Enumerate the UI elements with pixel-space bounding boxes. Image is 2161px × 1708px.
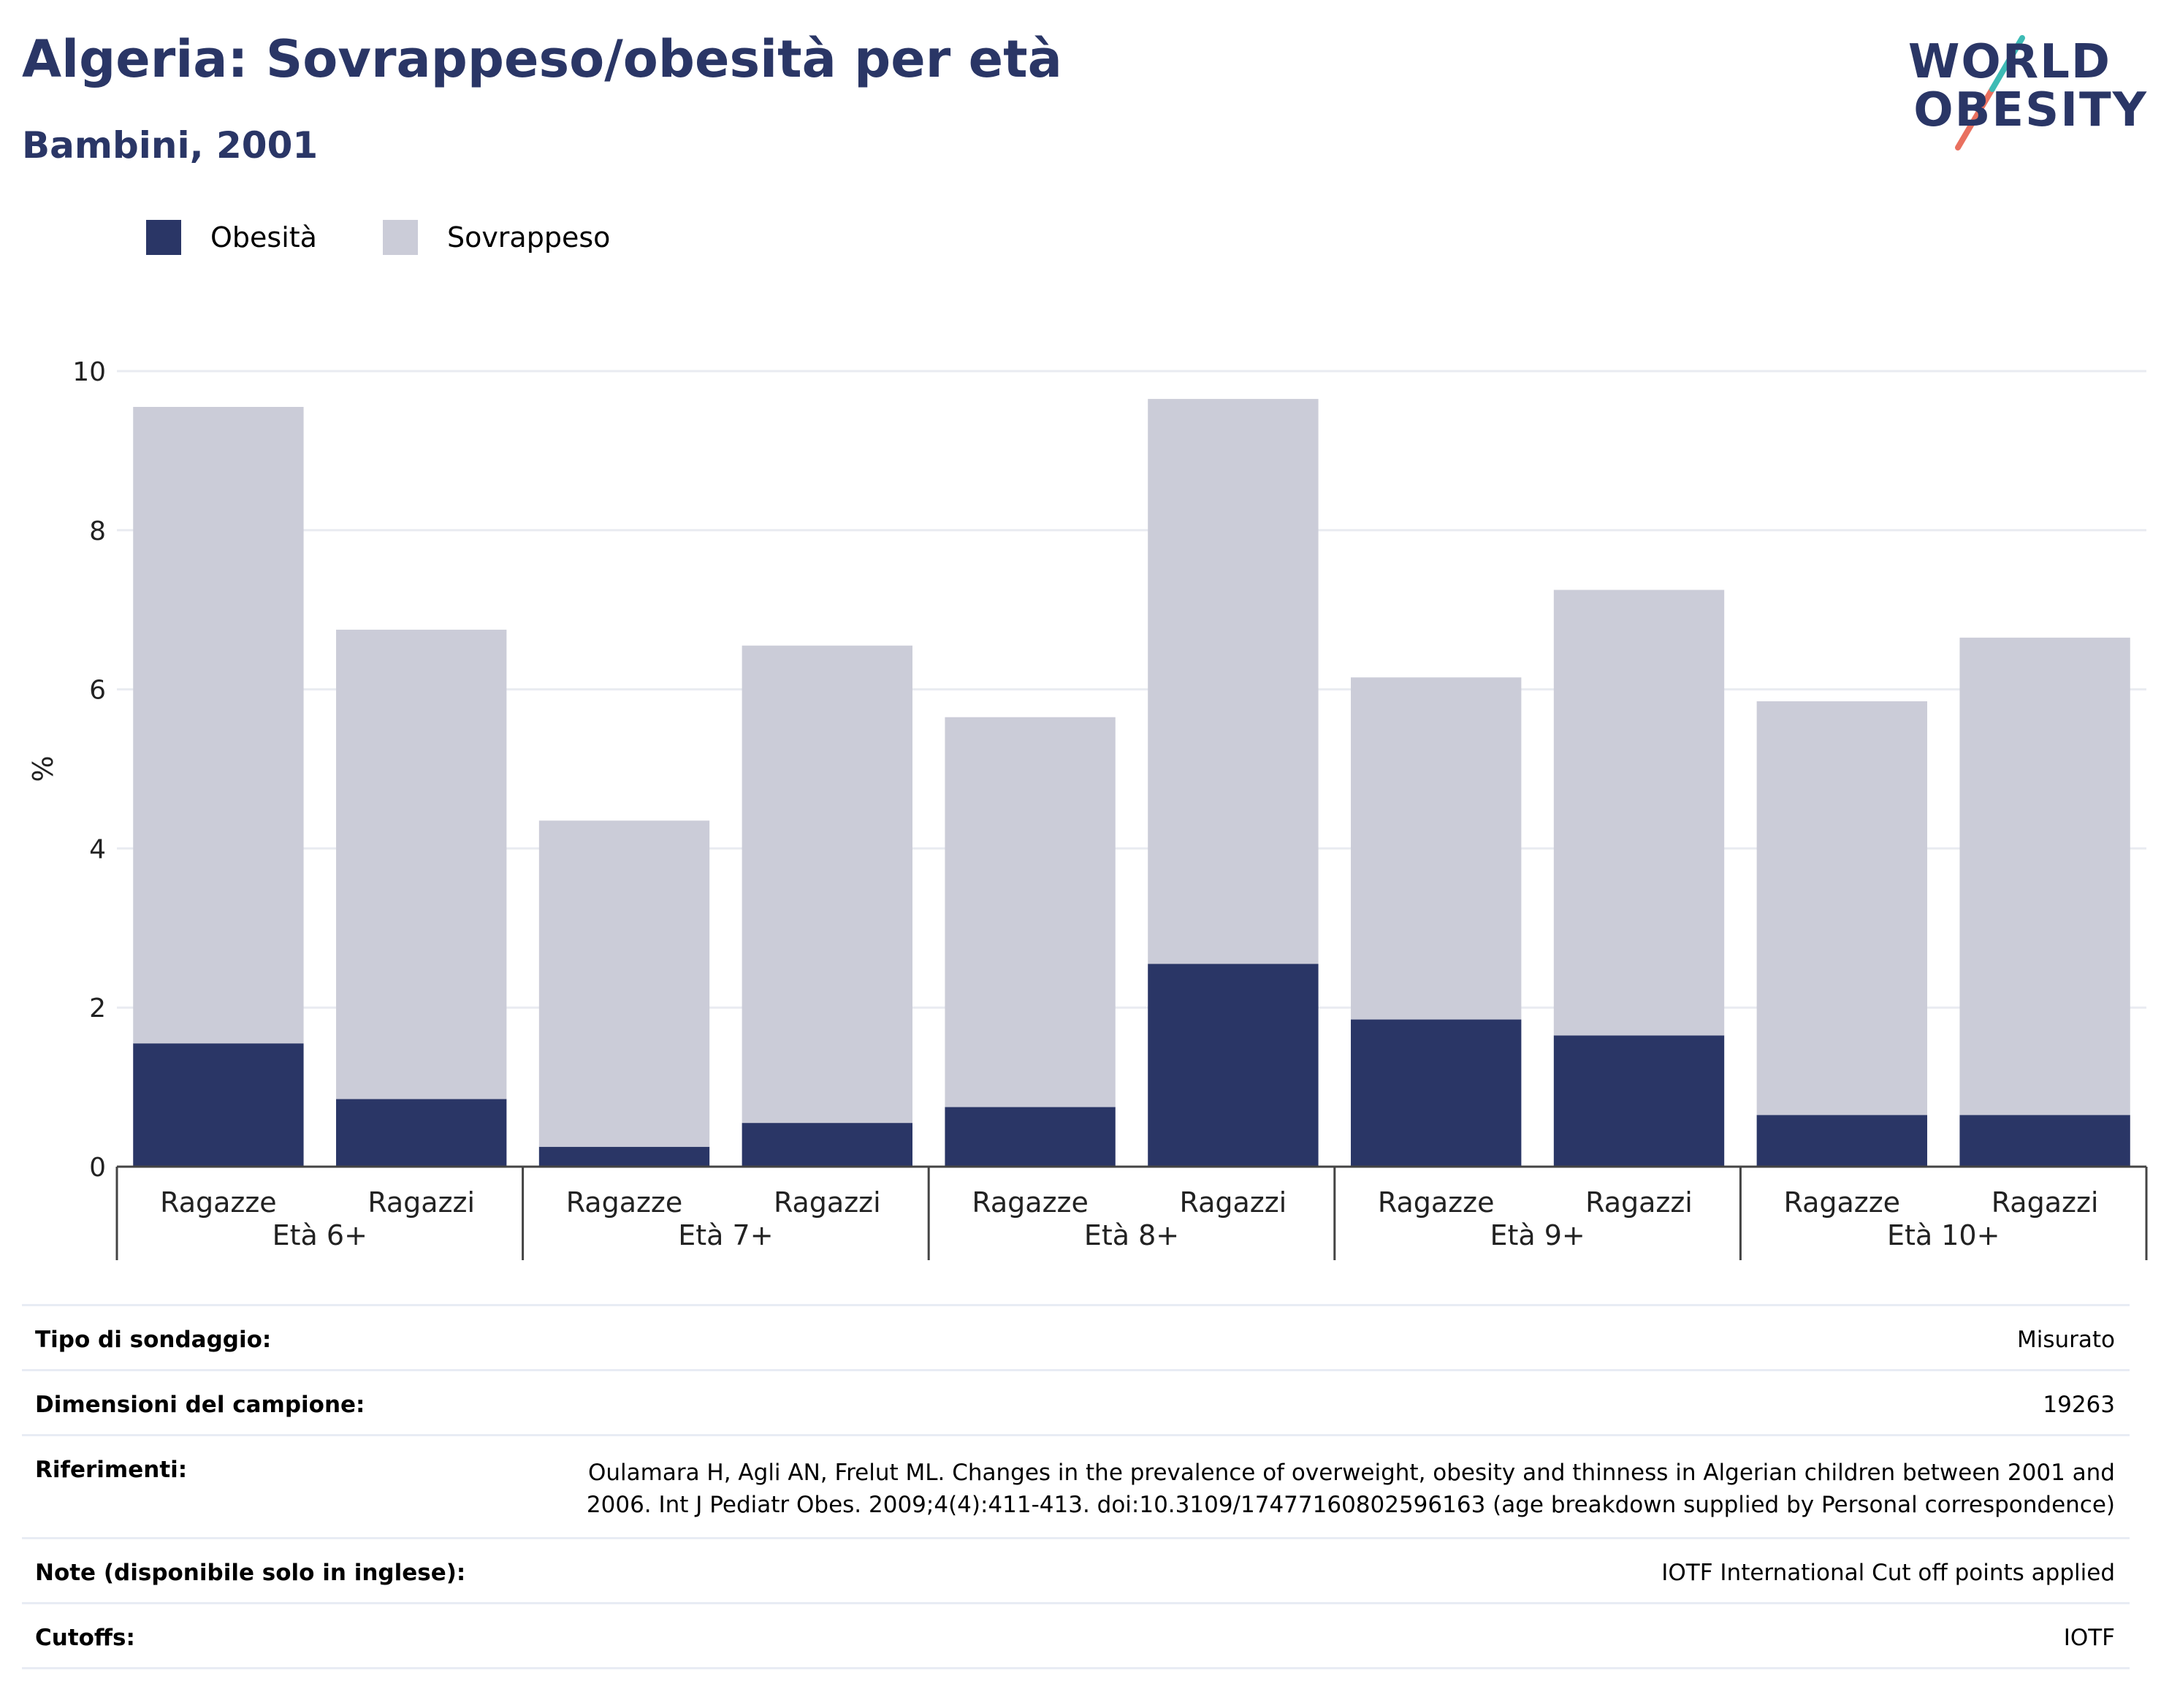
details-label: Dimensioni del campione:	[35, 1392, 365, 1418]
logo-word-obesity: OBESITY	[1913, 83, 2148, 137]
bar-overweight	[742, 645, 912, 1124]
details-label: Cutoffs:	[35, 1625, 135, 1651]
y-tick-label: 8	[89, 516, 106, 546]
legend-label-overweight: Sovrappeso	[446, 221, 611, 253]
chart-title: Algeria: Sovrappeso/obesità per età	[22, 29, 1062, 89]
details-row-survey-type: Tipo di sondaggio: Misurato	[22, 1304, 2130, 1369]
details-label: Riferimenti:	[35, 1457, 188, 1483]
logo-word-world: WORLD	[1907, 35, 2111, 89]
group-label: Età 7+	[678, 1219, 773, 1251]
y-tick-label: 6	[89, 676, 106, 706]
bar-overweight	[1351, 677, 1522, 1020]
group-label: Età 10+	[1887, 1219, 2000, 1251]
details-value: Misurato	[2016, 1327, 2115, 1353]
y-tick-label: 10	[72, 357, 106, 387]
bar-obesity	[538, 1146, 710, 1167]
details-row-references: Riferimenti: Oulamara H, Agli AN, Frelut…	[22, 1434, 2130, 1537]
bar-overweight	[1553, 590, 1725, 1036]
survey-details-table: Tipo di sondaggio: Misurato Dimensioni d…	[22, 1304, 2130, 1669]
group-label: Età 8+	[1084, 1219, 1179, 1251]
bar-obesity	[1959, 1115, 2130, 1167]
bar-overweight	[1148, 399, 1319, 964]
x-tick-label: Ragazzi	[1180, 1186, 1287, 1219]
bar-overweight	[538, 820, 710, 1147]
x-tick-label: Ragazze	[972, 1186, 1089, 1219]
x-tick-label: Ragazze	[566, 1186, 683, 1219]
x-tick-label: Ragazze	[1784, 1186, 1901, 1219]
bar-overweight	[1756, 701, 1927, 1116]
details-row-notes: Note (disponibile solo in inglese): IOTF…	[22, 1537, 2130, 1602]
legend-label-obesity: Obesità	[210, 221, 317, 253]
bar-obesity	[336, 1099, 507, 1167]
legend-item-obesity[interactable]: Obesità	[146, 220, 317, 255]
details-row-cutoffs: Cutoffs: IOTF	[22, 1602, 2130, 1669]
x-tick-label: Ragazzi	[1585, 1186, 1693, 1219]
details-value: 19263	[2043, 1392, 2115, 1418]
bar-obesity	[1756, 1115, 1927, 1167]
details-label: Tipo di sondaggio:	[35, 1327, 272, 1353]
chart-legend: Obesità Sovrappeso	[146, 219, 676, 256]
details-value: IOTF International Cut off points applie…	[1661, 1560, 2115, 1586]
legend-swatch-obesity	[146, 220, 181, 255]
logo-slash-icon	[1955, 35, 2025, 150]
group-label: Età 6+	[272, 1219, 367, 1251]
x-tick-label: Ragazze	[160, 1186, 277, 1219]
y-tick-label: 4	[89, 834, 106, 864]
bar-chart: 0 2 4 6 8 10% Ragazze Ragazzi Ragazze Ragazzi Raga…	[27, 357, 2148, 1260]
y-tick-label: 0	[89, 1153, 106, 1183]
x-tick-label: Ragazzi	[367, 1186, 475, 1219]
details-label: Note (disponibile solo in inglese):	[35, 1560, 466, 1586]
bar-obesity	[1553, 1035, 1725, 1167]
y-tick-label: 2	[89, 994, 106, 1023]
legend-item-overweight[interactable]: Sovrappeso	[382, 220, 611, 255]
bar-overweight	[133, 407, 304, 1044]
bar-overweight	[1959, 637, 2130, 1116]
y-axis-title: %	[27, 755, 59, 782]
bar-obesity	[1351, 1019, 1522, 1167]
x-tick-label: Ragazzi	[1992, 1186, 2099, 1219]
group-label: Età 9+	[1490, 1219, 1585, 1251]
details-value: IOTF	[2063, 1625, 2115, 1651]
chart-subtitle: Bambini, 2001	[22, 124, 319, 167]
legend-swatch-overweight	[382, 220, 418, 255]
world-obesity-logo: WORLD OBESITY	[1899, 22, 2148, 161]
bar-obesity	[133, 1043, 304, 1167]
x-tick-label: Ragazzi	[774, 1186, 881, 1219]
bar-obesity	[742, 1123, 912, 1167]
details-value: Oulamara H, Agli AN, Frelut ML. Changes …	[586, 1460, 2115, 1518]
x-tick-label: Ragazze	[1378, 1186, 1495, 1219]
bar-overweight	[945, 717, 1116, 1107]
bar-obesity	[945, 1107, 1116, 1167]
bar-obesity	[1148, 964, 1319, 1167]
bar-overweight	[336, 629, 507, 1099]
details-row-sample-size: Dimensioni del campione: 19263	[22, 1369, 2130, 1434]
